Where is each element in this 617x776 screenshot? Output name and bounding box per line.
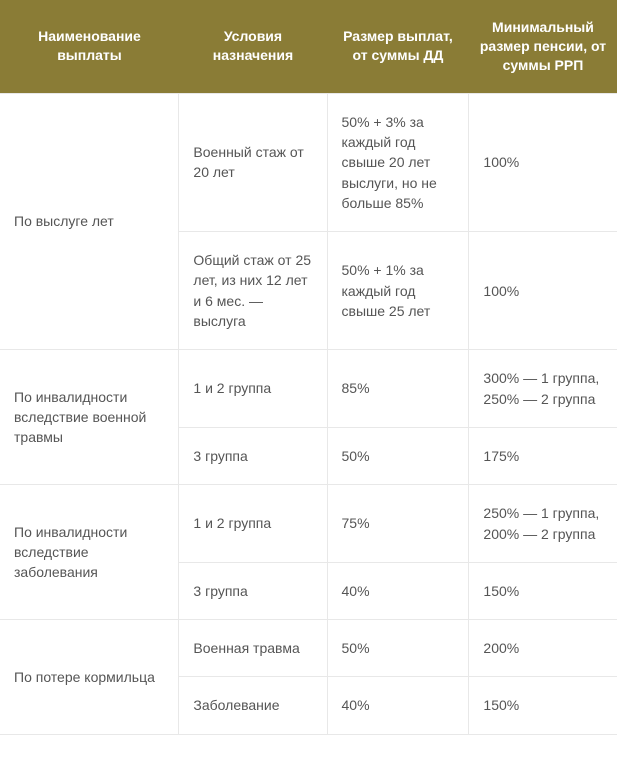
table-row: По инвалидности вследствие военной травм… bbox=[0, 350, 617, 428]
col-header-name: Наименование выплаты bbox=[0, 0, 179, 93]
cell-min-pension: 300% — 1 группа, 250% — 2 группа bbox=[469, 350, 617, 428]
cell-conditions: 1 и 2 группа bbox=[179, 485, 327, 563]
cell-size: 85% bbox=[327, 350, 469, 428]
cell-min-pension: 200% bbox=[469, 620, 617, 677]
cell-conditions: 3 группа bbox=[179, 427, 327, 484]
col-header-conditions: Условия назначения bbox=[179, 0, 327, 93]
col-header-size: Размер выплат, от суммы ДД bbox=[327, 0, 469, 93]
cell-size: 75% bbox=[327, 485, 469, 563]
cell-payment-name: По выслуге лет bbox=[0, 93, 179, 350]
cell-size: 50% + 1% за каждый год свыше 25 лет bbox=[327, 232, 469, 350]
cell-min-pension: 100% bbox=[469, 232, 617, 350]
cell-conditions: 3 группа bbox=[179, 562, 327, 619]
cell-min-pension: 150% bbox=[469, 677, 617, 734]
cell-size: 50% + 3% за каждый год свыше 20 лет высл… bbox=[327, 93, 469, 231]
cell-payment-name: По инвалидности вследствие заболевания bbox=[0, 485, 179, 620]
cell-payment-name: По инвалидности вследствие военной травм… bbox=[0, 350, 179, 485]
cell-size: 40% bbox=[327, 677, 469, 734]
table-row: По потере кормильцаВоенная травма50%200% bbox=[0, 620, 617, 677]
table-row: По инвалидности вследствие заболевания1 … bbox=[0, 485, 617, 563]
cell-size: 50% bbox=[327, 427, 469, 484]
cell-conditions: Заболевание bbox=[179, 677, 327, 734]
table-row: По выслуге летВоенный стаж от 20 лет50% … bbox=[0, 93, 617, 231]
cell-size: 40% bbox=[327, 562, 469, 619]
cell-conditions: Общий стаж от 25 лет, из них 12 лет и 6 … bbox=[179, 232, 327, 350]
table-body: По выслуге летВоенный стаж от 20 лет50% … bbox=[0, 93, 617, 734]
cell-min-pension: 175% bbox=[469, 427, 617, 484]
col-header-min: Минимальный размер пенсии, от суммы РРП bbox=[469, 0, 617, 93]
cell-conditions: Военная травма bbox=[179, 620, 327, 677]
cell-size: 50% bbox=[327, 620, 469, 677]
cell-conditions: 1 и 2 группа bbox=[179, 350, 327, 428]
cell-min-pension: 250% — 1 группа, 200% — 2 группа bbox=[469, 485, 617, 563]
cell-payment-name: По потере кормильца bbox=[0, 620, 179, 735]
payments-table: Наименование выплаты Условия назначения … bbox=[0, 0, 617, 735]
cell-conditions: Военный стаж от 20 лет bbox=[179, 93, 327, 231]
table-header-row: Наименование выплаты Условия назначения … bbox=[0, 0, 617, 93]
cell-min-pension: 150% bbox=[469, 562, 617, 619]
cell-min-pension: 100% bbox=[469, 93, 617, 231]
